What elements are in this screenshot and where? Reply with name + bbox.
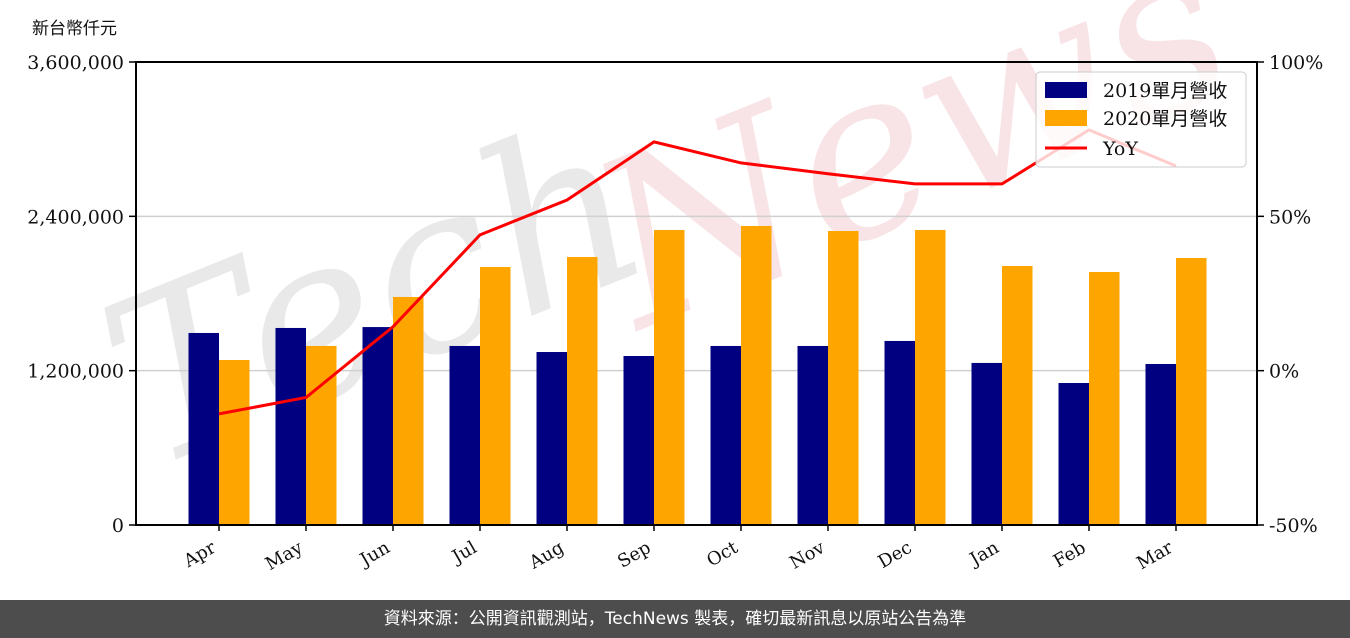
legend-label-2019: 2019單月營收 — [1103, 80, 1227, 102]
bar-2020-jan — [1002, 265, 1033, 525]
plot-frame — [135, 61, 1258, 526]
left-y-tick-label: 0 — [112, 515, 124, 537]
right-y-tick-label: 0% — [1269, 361, 1299, 383]
x-tick-label: Nov — [786, 537, 829, 574]
bar-2019-may — [275, 327, 306, 525]
x-tick-label: Apr — [179, 537, 219, 572]
bar-2020-apr — [219, 359, 250, 525]
bar-2020-jul — [480, 267, 511, 525]
bar-2019-mar — [1145, 363, 1176, 525]
right-axis-tick-labels: -50% 0% 50% 100% — [1269, 52, 1323, 537]
left-y-tick-label: 3,600,000 — [27, 52, 124, 74]
x-tick-label: May — [262, 537, 307, 575]
source-footer: 資料來源：公開資訊觀測站，TechNews 製表，確切最新訊息以原站公告為準 — [0, 600, 1350, 638]
legend-swatch-2020 — [1045, 110, 1087, 126]
x-tick-label: Feb — [1050, 537, 1090, 572]
x-tick-label: Dec — [875, 537, 916, 573]
bar-2020-dec — [915, 229, 946, 525]
x-tick-label: Aug — [525, 537, 568, 574]
bar-2019-aug — [536, 352, 567, 525]
right-y-tick-label: 100% — [1269, 52, 1323, 74]
bar-2020-aug — [567, 256, 598, 525]
bar-2020-mar — [1176, 258, 1207, 525]
x-tick-label: Jul — [447, 537, 481, 569]
bar-2020-oct — [741, 225, 772, 525]
x-tick-label: Sep — [614, 537, 654, 572]
legend-label-2020: 2020單月營收 — [1103, 108, 1227, 130]
x-tick-label: Jun — [355, 537, 394, 572]
legend-swatch-2019 — [1045, 82, 1087, 98]
bar-2019-jan — [971, 362, 1002, 525]
bar-series — [188, 225, 1207, 525]
yoy-line-series — [218, 128, 1177, 416]
left-axis-tick-labels: 0 1,200,000 2,400,000 3,600,000 — [27, 52, 124, 537]
bar-2019-jul — [449, 345, 480, 525]
right-y-tick-label: -50% — [1269, 515, 1318, 537]
bar-2019-sep — [623, 356, 654, 525]
axes — [129, 61, 1264, 531]
x-tick-label: Oct — [703, 537, 742, 572]
x-tick-label: Mar — [1133, 537, 1177, 574]
bar-2019-jun — [362, 327, 393, 525]
bar-2020-jun — [393, 296, 424, 525]
y-axis-unit-label: 新台幣仟元 — [32, 19, 117, 39]
left-y-tick-label: 2,400,000 — [27, 206, 124, 228]
x-tick-label: Jan — [965, 537, 1003, 571]
bar-2020-feb — [1089, 272, 1120, 525]
x-axis-tick-labels: Apr May Jun Jul Aug Sep Oct Nov Dec Jan Feb Mar — [179, 537, 1176, 575]
legend-label-yoy: YoY — [1102, 138, 1138, 160]
bar-2019-oct — [710, 345, 741, 525]
bar-2020-sep — [654, 229, 685, 525]
yoy-line — [218, 128, 1177, 416]
revenue-chart: Tech News Apr May Jun Jul Aug Sep Oct Nov Dec Jan… — [27, 0, 1323, 575]
right-y-tick-label: 50% — [1269, 206, 1311, 228]
bar-2020-nov — [828, 230, 859, 525]
bar-2020-may — [306, 345, 337, 525]
bar-2019-feb — [1058, 383, 1089, 525]
left-y-tick-label: 1,200,000 — [27, 361, 124, 383]
bar-2019-nov — [797, 345, 828, 525]
bar-2019-apr — [188, 332, 219, 525]
legend: 2019單月營收 2020單月營收 YoY — [1035, 71, 1247, 168]
bar-2019-dec — [884, 340, 915, 525]
